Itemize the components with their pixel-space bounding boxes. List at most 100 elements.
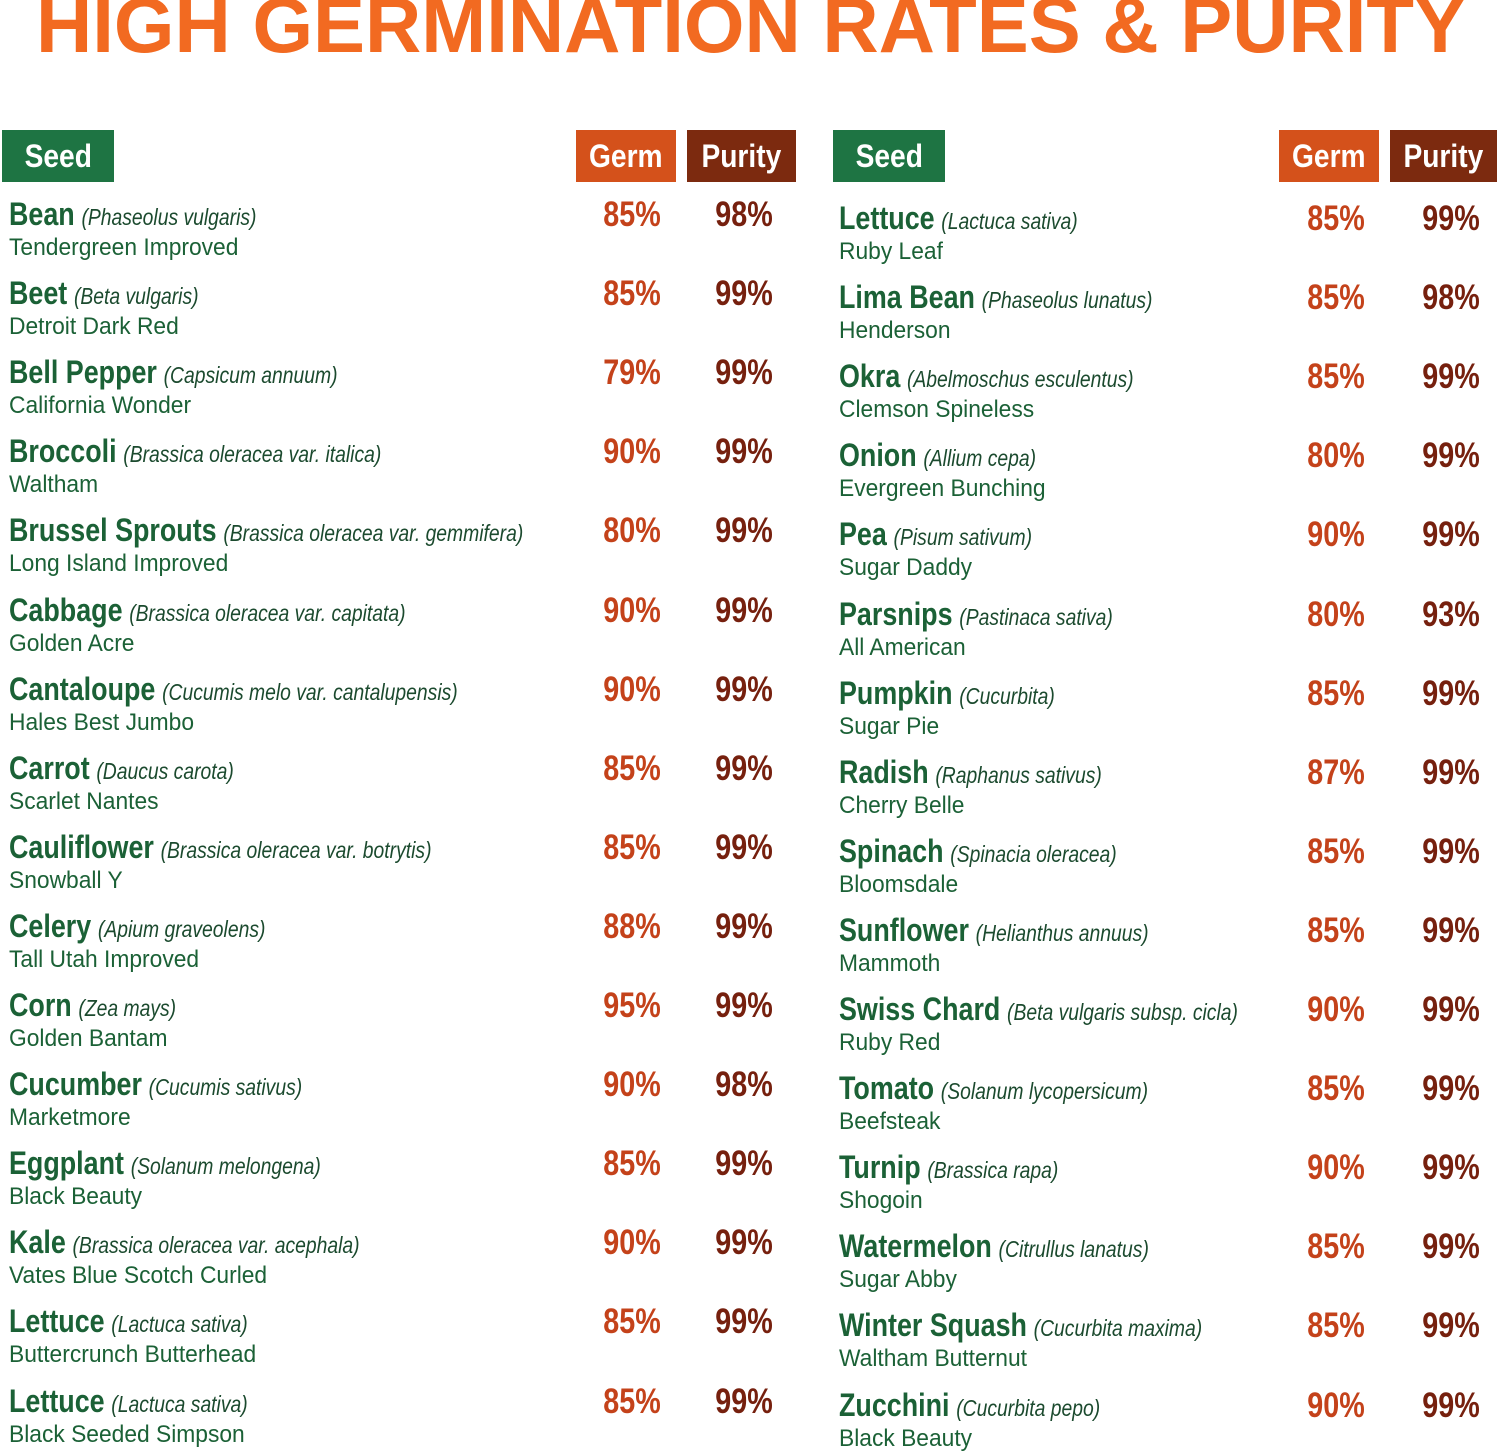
purity-rate: 98% <box>689 1065 799 1105</box>
seed-name-line: Cabbage (Brassica oleracea var. capitata) <box>9 592 406 629</box>
seed-name: Spinach <box>839 832 944 869</box>
seed-name: Lettuce <box>9 1303 105 1340</box>
seed-variety: Waltham <box>9 471 99 499</box>
purity-rate: 99% <box>689 1223 799 1263</box>
seed-name: Cauliflower <box>9 828 154 865</box>
header-text: Germ <box>589 138 663 174</box>
scientific-name: (Cucurbita) <box>959 682 1055 709</box>
seed-name-line: Corn (Zea mays) <box>9 987 176 1024</box>
seed-name: Winter Squash <box>839 1307 1027 1344</box>
purity-value: 99% <box>715 986 773 1025</box>
seed-variety: Mammoth <box>839 949 941 977</box>
germ-rate: 90% <box>577 432 687 472</box>
purity-value: 99% <box>1422 436 1480 476</box>
germ-rate: 90% <box>577 1065 687 1105</box>
purity-rate: 99% <box>689 274 799 314</box>
scientific-name: (Pastinaca sativa) <box>959 603 1113 630</box>
purity-value: 99% <box>715 353 773 393</box>
purity-rate: 99% <box>689 749 799 789</box>
germ-rate: 85% <box>577 274 687 314</box>
germ-rate: 90% <box>1281 515 1391 555</box>
purity-value: 99% <box>1422 357 1480 397</box>
seed-variety: Snowball Y <box>9 866 123 894</box>
seed-name-line: Turnip (Brassica rapa) <box>839 1149 1058 1186</box>
purity-rate: 99% <box>1396 357 1500 397</box>
seed-name: Swiss Chard <box>839 991 1001 1027</box>
purity-rate: 99% <box>689 986 799 1026</box>
germ-value: 95% <box>603 986 661 1025</box>
header-text: Seed <box>24 138 92 174</box>
seed-name-line: Pea (Pisum sativum) <box>839 516 1032 553</box>
germ-value: 85% <box>603 274 661 314</box>
title-area: HIGH GERMINATION RATES & PURITY <box>36 0 1466 69</box>
seed-name-line: Parsnips (Pastinaca sativa) <box>839 596 1113 633</box>
germ-value: 85% <box>1307 1227 1365 1267</box>
scientific-name: (Solanum lycopersicum) <box>940 1078 1149 1105</box>
seed-name-line: Sunflower (Helianthus annuus) <box>839 912 1149 949</box>
purity-value: 99% <box>715 511 773 551</box>
scientific-name: (Helianthus annuus) <box>975 919 1149 946</box>
seed-name: Pumpkin <box>839 674 953 711</box>
seed-variety: Scarlet Nantes <box>9 787 159 815</box>
purity-value: 99% <box>1422 1385 1480 1425</box>
purity-value: 99% <box>1422 910 1480 950</box>
header-text: Seed <box>855 138 923 174</box>
seed-name-line: Winter Squash (Cucurbita maxima) <box>839 1307 1202 1344</box>
seed-name: Celery <box>9 907 92 944</box>
scientific-name: (Lactuca sativa) <box>111 1311 248 1338</box>
germ-value: 85% <box>603 1302 661 1342</box>
header-text: Purity <box>701 138 782 174</box>
scientific-name: (Beta vulgaris) <box>73 283 199 310</box>
purity-value: 99% <box>1422 1148 1480 1188</box>
seed-name: Brussel Sprouts <box>9 512 217 549</box>
scientific-name: (Brassica oleracea var. capitata) <box>129 599 406 626</box>
germ-rate: 90% <box>1281 990 1391 1030</box>
seed-name-line: Cauliflower (Brassica oleracea var. botry… <box>9 829 432 866</box>
scientific-name: (Cucumis melo var. cantalupensis) <box>162 678 458 705</box>
purity-rate: 99% <box>689 1144 799 1184</box>
seed-variety: Shogoin <box>839 1187 923 1215</box>
column-header: Germ <box>576 130 676 182</box>
seed-name: Carrot <box>9 749 90 786</box>
germ-value: 85% <box>1307 1306 1365 1346</box>
column-header: Seed <box>833 130 945 182</box>
seed-name-line: Kale (Brassica oleracea var. acephala) <box>9 1224 360 1261</box>
seed-name-line: Swiss Chard (Beta vulgaris subsp. cicla) <box>839 991 1238 1028</box>
seed-name: Cucumber <box>9 1066 142 1103</box>
germ-rate: 80% <box>577 511 687 551</box>
germ-value: 90% <box>1307 990 1365 1029</box>
scientific-name: (Phaseolus vulgaris) <box>81 204 257 230</box>
seed-name: Cabbage <box>9 591 123 628</box>
scientific-name: (Apium graveolens) <box>97 915 266 942</box>
seed-name-line: Lettuce (Lactuca sativa) <box>9 1303 248 1340</box>
seed-variety: Sugar Pie <box>839 712 940 740</box>
seed-name: Kale <box>9 1224 66 1261</box>
scientific-name: (Cucurbita pepo) <box>956 1394 1101 1421</box>
germ-rate: 85% <box>1281 278 1391 318</box>
seed-variety: Buttercrunch Butterhead <box>9 1341 257 1369</box>
germ-value: 80% <box>603 511 661 551</box>
germ-rate: 85% <box>577 1302 687 1342</box>
purity-value: 99% <box>1422 831 1480 871</box>
seed-name-line: Cantaloupe (Cucumis melo var. cantalupens… <box>9 671 458 708</box>
seed-name-line: Pumpkin (Cucurbita) <box>839 675 1055 712</box>
purity-rate: 99% <box>689 353 799 393</box>
purity-value: 99% <box>715 906 773 946</box>
purity-value: 99% <box>715 748 773 788</box>
seed-name: Corn <box>9 987 72 1023</box>
purity-rate: 93% <box>1396 595 1500 635</box>
seed-name: Bean <box>9 196 75 232</box>
purity-rate: 99% <box>1396 436 1500 476</box>
seed-variety: Waltham Butternut <box>839 1345 1027 1373</box>
germ-value: 85% <box>1307 673 1365 713</box>
scientific-name: (Daucus carota) <box>96 757 234 784</box>
page-title: HIGH GERMINATION RATES & PURITY <box>36 0 1466 69</box>
seed-name: Parsnips <box>839 595 953 632</box>
seed-variety: Clemson Spineless <box>839 396 1035 424</box>
scientific-name: (Cucumis sativus) <box>148 1074 303 1101</box>
seed-name: Lettuce <box>9 1382 105 1419</box>
seed-variety: Henderson <box>839 317 951 345</box>
germ-value: 85% <box>1307 910 1365 950</box>
seed-name-line: Spinach (Spinacia oleracea) <box>839 833 1117 870</box>
